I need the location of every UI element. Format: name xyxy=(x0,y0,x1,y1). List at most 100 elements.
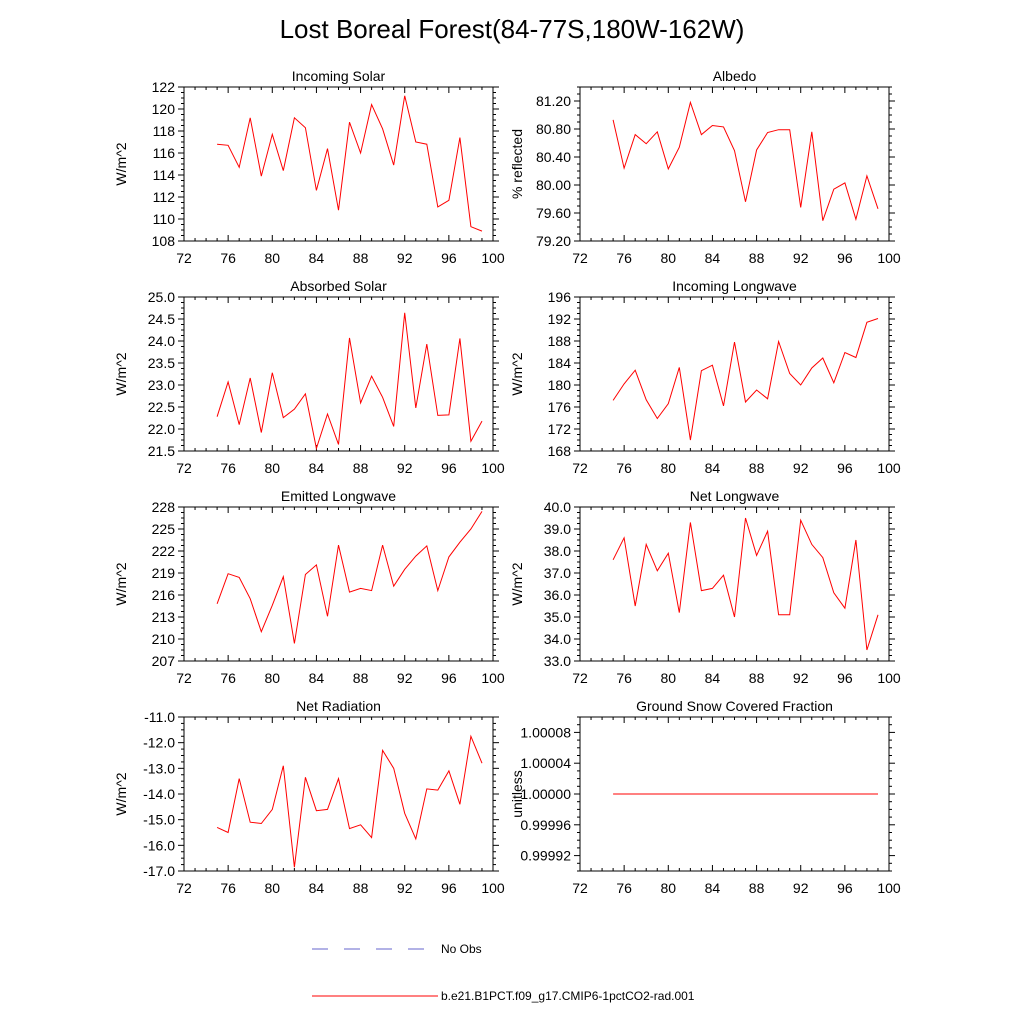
panel-title: Absorbed Solar xyxy=(290,278,387,294)
x-tick-label: 84 xyxy=(705,250,721,266)
x-tick-label: 100 xyxy=(481,880,505,896)
y-tick-label: 1.00004 xyxy=(520,755,571,771)
x-tick-label: 84 xyxy=(309,250,325,266)
legend-model-label: b.e21.B1PCT.f09_g17.CMIP6-1pctCO2-rad.00… xyxy=(441,989,695,1003)
y-tick-label: 188 xyxy=(548,333,572,349)
y-tick-label: 24.0 xyxy=(148,333,175,349)
x-tick-label: 92 xyxy=(793,460,809,476)
y-tick-label: 122 xyxy=(152,79,176,95)
x-tick-label: 76 xyxy=(616,250,632,266)
x-tick-label: 88 xyxy=(749,880,765,896)
x-tick-label: 80 xyxy=(660,250,676,266)
y-tick-label: -15.0 xyxy=(143,812,175,828)
y-axis-label: W/m^2 xyxy=(113,352,129,395)
y-tick-label: -17.0 xyxy=(143,863,175,879)
y-tick-label: -14.0 xyxy=(143,786,175,802)
legend-obs-label: No Obs xyxy=(441,942,482,956)
x-tick-label: 100 xyxy=(481,250,505,266)
x-tick-label: 72 xyxy=(572,250,588,266)
y-tick-label: 172 xyxy=(548,421,572,437)
panel-net-radiation: 72 76 80 84 88 92 96 100 -17.0 -16.0 -15.0 -14.0 -13… xyxy=(113,698,505,896)
panel-title: Albedo xyxy=(713,68,757,84)
y-tick-label: 228 xyxy=(152,499,176,515)
y-tick-label: 219 xyxy=(152,565,176,581)
y-tick-label: 114 xyxy=(153,167,176,183)
y-tick-label: 225 xyxy=(152,521,176,537)
x-tick-label: 84 xyxy=(705,670,721,686)
y-tick-label: -13.0 xyxy=(143,760,175,776)
x-tick-label: 80 xyxy=(264,250,280,266)
x-tick-label: 88 xyxy=(749,670,765,686)
panel-ground-snow-covered-fraction: 72 76 80 84 88 92 96 100 0.99992 0.99996 1.00000 1.… xyxy=(509,698,901,896)
x-tick-label: 80 xyxy=(264,880,280,896)
x-tick-label: 96 xyxy=(441,460,457,476)
x-tick-label: 100 xyxy=(877,250,901,266)
x-tick-label: 84 xyxy=(309,460,325,476)
y-tick-label: 1.00000 xyxy=(520,786,571,802)
x-tick-label: 92 xyxy=(397,460,413,476)
panel-absorbed-solar: 72 76 80 84 88 92 96 100 21.5 22.0 22.5 23.0 23.5 24.… xyxy=(113,278,505,476)
series-line xyxy=(612,318,879,441)
y-tick-label: 216 xyxy=(152,587,176,603)
y-tick-label: 38.0 xyxy=(544,543,571,559)
x-tick-label: 92 xyxy=(793,250,809,266)
y-axis-label: unitless xyxy=(509,770,525,817)
x-tick-label: 72 xyxy=(176,880,192,896)
y-tick-label: -12.0 xyxy=(143,735,175,751)
x-tick-label: 80 xyxy=(264,670,280,686)
series-line xyxy=(217,95,483,232)
y-tick-label: 176 xyxy=(548,399,572,415)
x-tick-label: 96 xyxy=(837,880,853,896)
x-tick-label: 92 xyxy=(397,880,413,896)
y-tick-label: 40.0 xyxy=(544,499,571,515)
panel-title: Emitted Longwave xyxy=(281,488,396,504)
y-tick-label: 22.5 xyxy=(148,399,175,415)
x-tick-label: 80 xyxy=(660,880,676,896)
y-tick-label: 108 xyxy=(152,233,176,249)
y-tick-label: 110 xyxy=(153,211,176,227)
series-line xyxy=(612,100,879,222)
y-tick-label: 1.00008 xyxy=(520,724,571,740)
x-tick-label: 84 xyxy=(309,670,325,686)
x-tick-label: 96 xyxy=(441,250,457,266)
y-tick-label: 35.0 xyxy=(544,609,571,625)
y-tick-label: 116 xyxy=(153,145,176,161)
x-tick-label: 96 xyxy=(837,250,853,266)
x-tick-label: 76 xyxy=(616,670,632,686)
series-line xyxy=(216,734,483,868)
x-tick-label: 76 xyxy=(220,460,236,476)
x-tick-label: 76 xyxy=(616,460,632,476)
page-title: Lost Boreal Forest(84-77S,180W-162W) xyxy=(279,14,745,44)
x-tick-label: 100 xyxy=(481,460,505,476)
y-tick-label: 79.20 xyxy=(536,233,571,249)
x-tick-label: 88 xyxy=(749,460,765,476)
y-tick-label: 207 xyxy=(152,653,176,669)
y-tick-label: -16.0 xyxy=(143,837,175,853)
y-tick-label: 0.99992 xyxy=(520,848,571,864)
panel-net-longwave: 72 76 80 84 88 92 96 100 33.0 34.0 35.0 36.0 37.0 38.… xyxy=(509,488,901,686)
y-axis-label: % reflected xyxy=(509,129,525,199)
x-tick-label: 92 xyxy=(793,880,809,896)
y-tick-label: 79.60 xyxy=(536,205,571,221)
y-tick-label: 213 xyxy=(152,609,176,625)
x-tick-label: 96 xyxy=(837,670,853,686)
panel-title: Net Radiation xyxy=(296,698,381,714)
x-tick-label: 88 xyxy=(353,250,369,266)
x-tick-label: 84 xyxy=(309,880,325,896)
x-tick-label: 88 xyxy=(353,880,369,896)
x-tick-label: 96 xyxy=(837,460,853,476)
series-line xyxy=(216,312,483,451)
y-tick-label: 36.0 xyxy=(544,587,571,603)
x-tick-label: 80 xyxy=(660,670,676,686)
y-axis-label: W/m^2 xyxy=(509,352,525,395)
x-tick-label: 92 xyxy=(397,250,413,266)
y-tick-label: 196 xyxy=(548,289,572,305)
x-tick-label: 80 xyxy=(660,460,676,476)
y-axis-label: W/m^2 xyxy=(509,562,525,605)
series-line xyxy=(612,517,879,651)
y-tick-label: 33.0 xyxy=(544,653,571,669)
panel-incoming-solar: 72 76 80 84 88 92 96 100 108 110 112 114 116 118 120 12… xyxy=(113,68,505,266)
panel-emitted-longwave: 72 76 80 84 88 92 96 100 207 210 213 216 219 222 225 22… xyxy=(113,488,505,686)
y-tick-label: 21.5 xyxy=(148,443,175,459)
